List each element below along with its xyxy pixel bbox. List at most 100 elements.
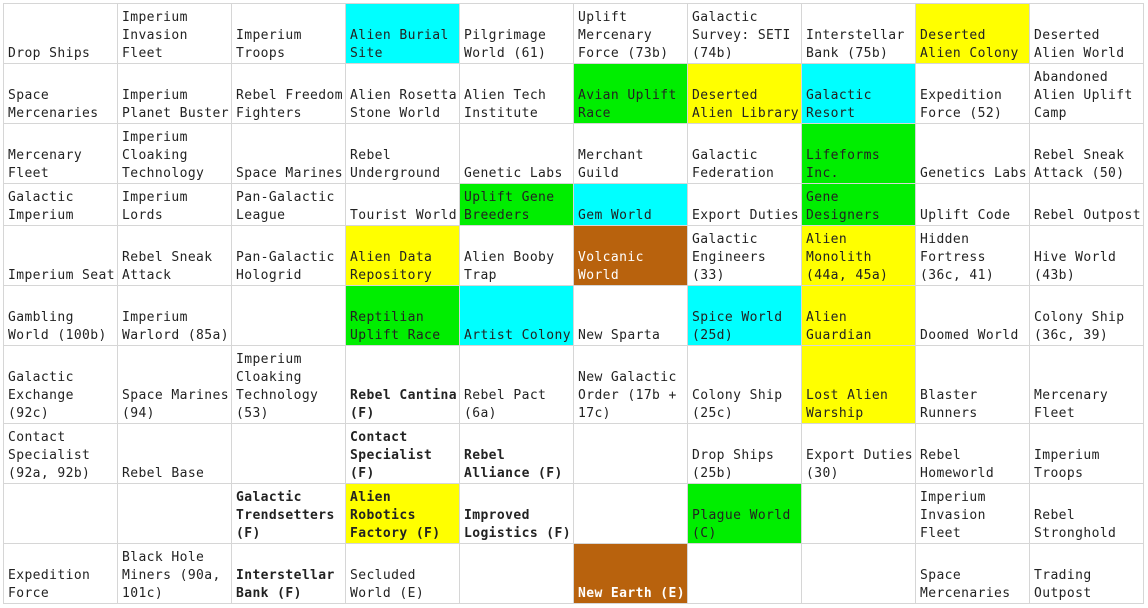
grid-cell: Colony Ship (25c) <box>687 345 802 424</box>
grid-cell: Imperium Invasion Fleet <box>915 483 1030 544</box>
grid-cell: Rebel Stronghold <box>1029 483 1144 544</box>
grid-cell: Imperium Troops <box>1029 423 1144 484</box>
grid-cell: Space Marines <box>231 123 346 184</box>
grid-cell: Lost Alien Warship <box>801 345 916 424</box>
grid-cell: Mercenary Fleet <box>1029 345 1144 424</box>
grid-cell: Rebel Homeworld <box>915 423 1030 484</box>
grid-cell: Drop Ships <box>3 3 118 64</box>
grid-cell: New Galactic Order (17b + 17c) <box>573 345 688 424</box>
grid-cell: Colony Ship (36c, 39) <box>1029 285 1144 346</box>
grid-cell: New Earth (E) <box>573 543 688 604</box>
grid-cell: Spice World (25d) <box>687 285 802 346</box>
grid-cell-empty <box>231 285 346 346</box>
grid-cell: Abandoned Alien Uplift Camp <box>1029 63 1144 124</box>
grid-row: Imperium Seat Rebel Sneak Attack Pan-Galac… <box>3 225 1144 286</box>
grid-cell-empty <box>573 483 688 544</box>
grid-cell: Uplift Gene Breeders <box>459 183 574 226</box>
grid-cell: Gem World <box>573 183 688 226</box>
grid-cell: Galactic Resort <box>801 63 916 124</box>
grid-cell: Export Duties (30) <box>801 423 916 484</box>
grid-cell: Imperium Lords <box>117 183 232 226</box>
grid-cell: Rebel Base <box>117 423 232 484</box>
grid-cell-empty <box>231 423 346 484</box>
grid-cell: Alien Data Repository <box>345 225 460 286</box>
grid-cell: Contact Specialist (F) <box>345 423 460 484</box>
grid-cell: Rebel Pact (6a) <box>459 345 574 424</box>
grid-cell: Black Hole Miners (90a, 101c) <box>117 543 232 604</box>
grid-cell-empty <box>687 543 802 604</box>
grid-cell: Export Duties <box>687 183 802 226</box>
grid-row: Mercenary Fleet Imperium Cloaking Technol… <box>3 123 1144 184</box>
grid-cell: Galactic Federation <box>687 123 802 184</box>
grid-cell: Improved Logistics (F) <box>459 483 574 544</box>
grid-cell-empty <box>801 543 916 604</box>
grid-cell-empty <box>573 423 688 484</box>
grid-row: Contact Specialist (92a, 92b) Rebel Base C… <box>3 423 1144 484</box>
grid-row: Galactic Imperium Imperium Lords Pan-Galac… <box>3 183 1144 226</box>
grid-cell-empty <box>801 483 916 544</box>
grid-cell: Pan-Galactic League <box>231 183 346 226</box>
grid-cell: Plague World (C) <box>687 483 802 544</box>
grid-row: Galactic Exchange (92c) Space Marines (94… <box>3 345 1144 424</box>
grid-cell: Alien Robotics Factory (F) <box>345 483 460 544</box>
grid-cell: Pan-Galactic Hologrid <box>231 225 346 286</box>
grid-cell: Rebel Sneak Attack (50) <box>1029 123 1144 184</box>
grid-cell: Rebel Sneak Attack <box>117 225 232 286</box>
grid-cell: Artist Colony <box>459 285 574 346</box>
grid-cell: Gene Designers <box>801 183 916 226</box>
grid-cell: Drop Ships (25b) <box>687 423 802 484</box>
grid-cell: Tourist World <box>345 183 460 226</box>
grid-cell: Interstellar Bank (F) <box>231 543 346 604</box>
grid-cell: Galactic Engineers (33) <box>687 225 802 286</box>
grid-cell: Mercenary Fleet <box>3 123 118 184</box>
grid-cell: Doomed World <box>915 285 1030 346</box>
grid-cell: Blaster Runners <box>915 345 1030 424</box>
grid-cell: Alien Rosetta Stone World <box>345 63 460 124</box>
grid-row: Galactic Trendsetters (F) Alien Robotics … <box>3 483 1144 544</box>
grid-cell-empty <box>459 543 574 604</box>
grid-cell: Interstellar Bank (75b) <box>801 3 916 64</box>
grid-cell: Rebel Underground <box>345 123 460 184</box>
grid-row: Space Mercenaries Imperium Planet Buster R… <box>3 63 1144 124</box>
card-grid-body: Drop Ships Imperium Invasion Fleet Imperiu… <box>3 3 1144 604</box>
grid-cell: Imperium Troops <box>231 3 346 64</box>
grid-cell: Secluded World (E) <box>345 543 460 604</box>
grid-cell: Hive World (43b) <box>1029 225 1144 286</box>
grid-cell: Pilgrimage World (61) <box>459 3 574 64</box>
grid-cell: Rebel Outpost <box>1029 183 1144 226</box>
grid-cell: Galactic Trendsetters (F) <box>231 483 346 544</box>
grid-cell: Imperium Cloaking Technology (53) <box>231 345 346 424</box>
grid-cell: Merchant Guild <box>573 123 688 184</box>
grid-cell: Space Mercenaries <box>915 543 1030 604</box>
grid-cell: Expedition Force <box>3 543 118 604</box>
grid-cell: Deserted Alien Colony <box>915 3 1030 64</box>
grid-cell: Galactic Survey: SETI (74b) <box>687 3 802 64</box>
grid-cell: New Sparta <box>573 285 688 346</box>
grid-cell: Uplift Code <box>915 183 1030 226</box>
grid-cell: Galactic Exchange (92c) <box>3 345 118 424</box>
card-grid-table: Drop Ships Imperium Invasion Fleet Imperiu… <box>3 3 1144 604</box>
grid-cell-empty <box>117 483 232 544</box>
grid-cell: Alien Guardian <box>801 285 916 346</box>
grid-cell: Avian Uplift Race <box>573 63 688 124</box>
grid-cell: Imperium Warlord (85a) <box>117 285 232 346</box>
grid-cell: Genetic Labs <box>459 123 574 184</box>
grid-cell: Uplift Mercenary Force (73b) <box>573 3 688 64</box>
grid-cell: Volcanic World <box>573 225 688 286</box>
grid-cell: Imperium Cloaking Technology <box>117 123 232 184</box>
grid-row: Expedition Force Black Hole Miners (90a, … <box>3 543 1144 604</box>
grid-cell: Alien Monolith (44a, 45a) <box>801 225 916 286</box>
grid-row: Gambling World (100b) Imperium Warlord (8… <box>3 285 1144 346</box>
grid-cell: Alien Tech Institute <box>459 63 574 124</box>
grid-cell: Genetics Labs <box>915 123 1030 184</box>
grid-cell: Imperium Seat <box>3 225 118 286</box>
grid-cell: Rebel Freedom Fighters <box>231 63 346 124</box>
grid-cell: Alien Booby Trap <box>459 225 574 286</box>
grid-cell: Reptilian Uplift Race <box>345 285 460 346</box>
grid-cell: Imperium Invasion Fleet <box>117 3 232 64</box>
grid-cell: Galactic Imperium <box>3 183 118 226</box>
grid-row: Drop Ships Imperium Invasion Fleet Imperiu… <box>3 3 1144 64</box>
grid-cell: Gambling World (100b) <box>3 285 118 346</box>
grid-cell: Lifeforms Inc. <box>801 123 916 184</box>
grid-cell-empty <box>3 483 118 544</box>
